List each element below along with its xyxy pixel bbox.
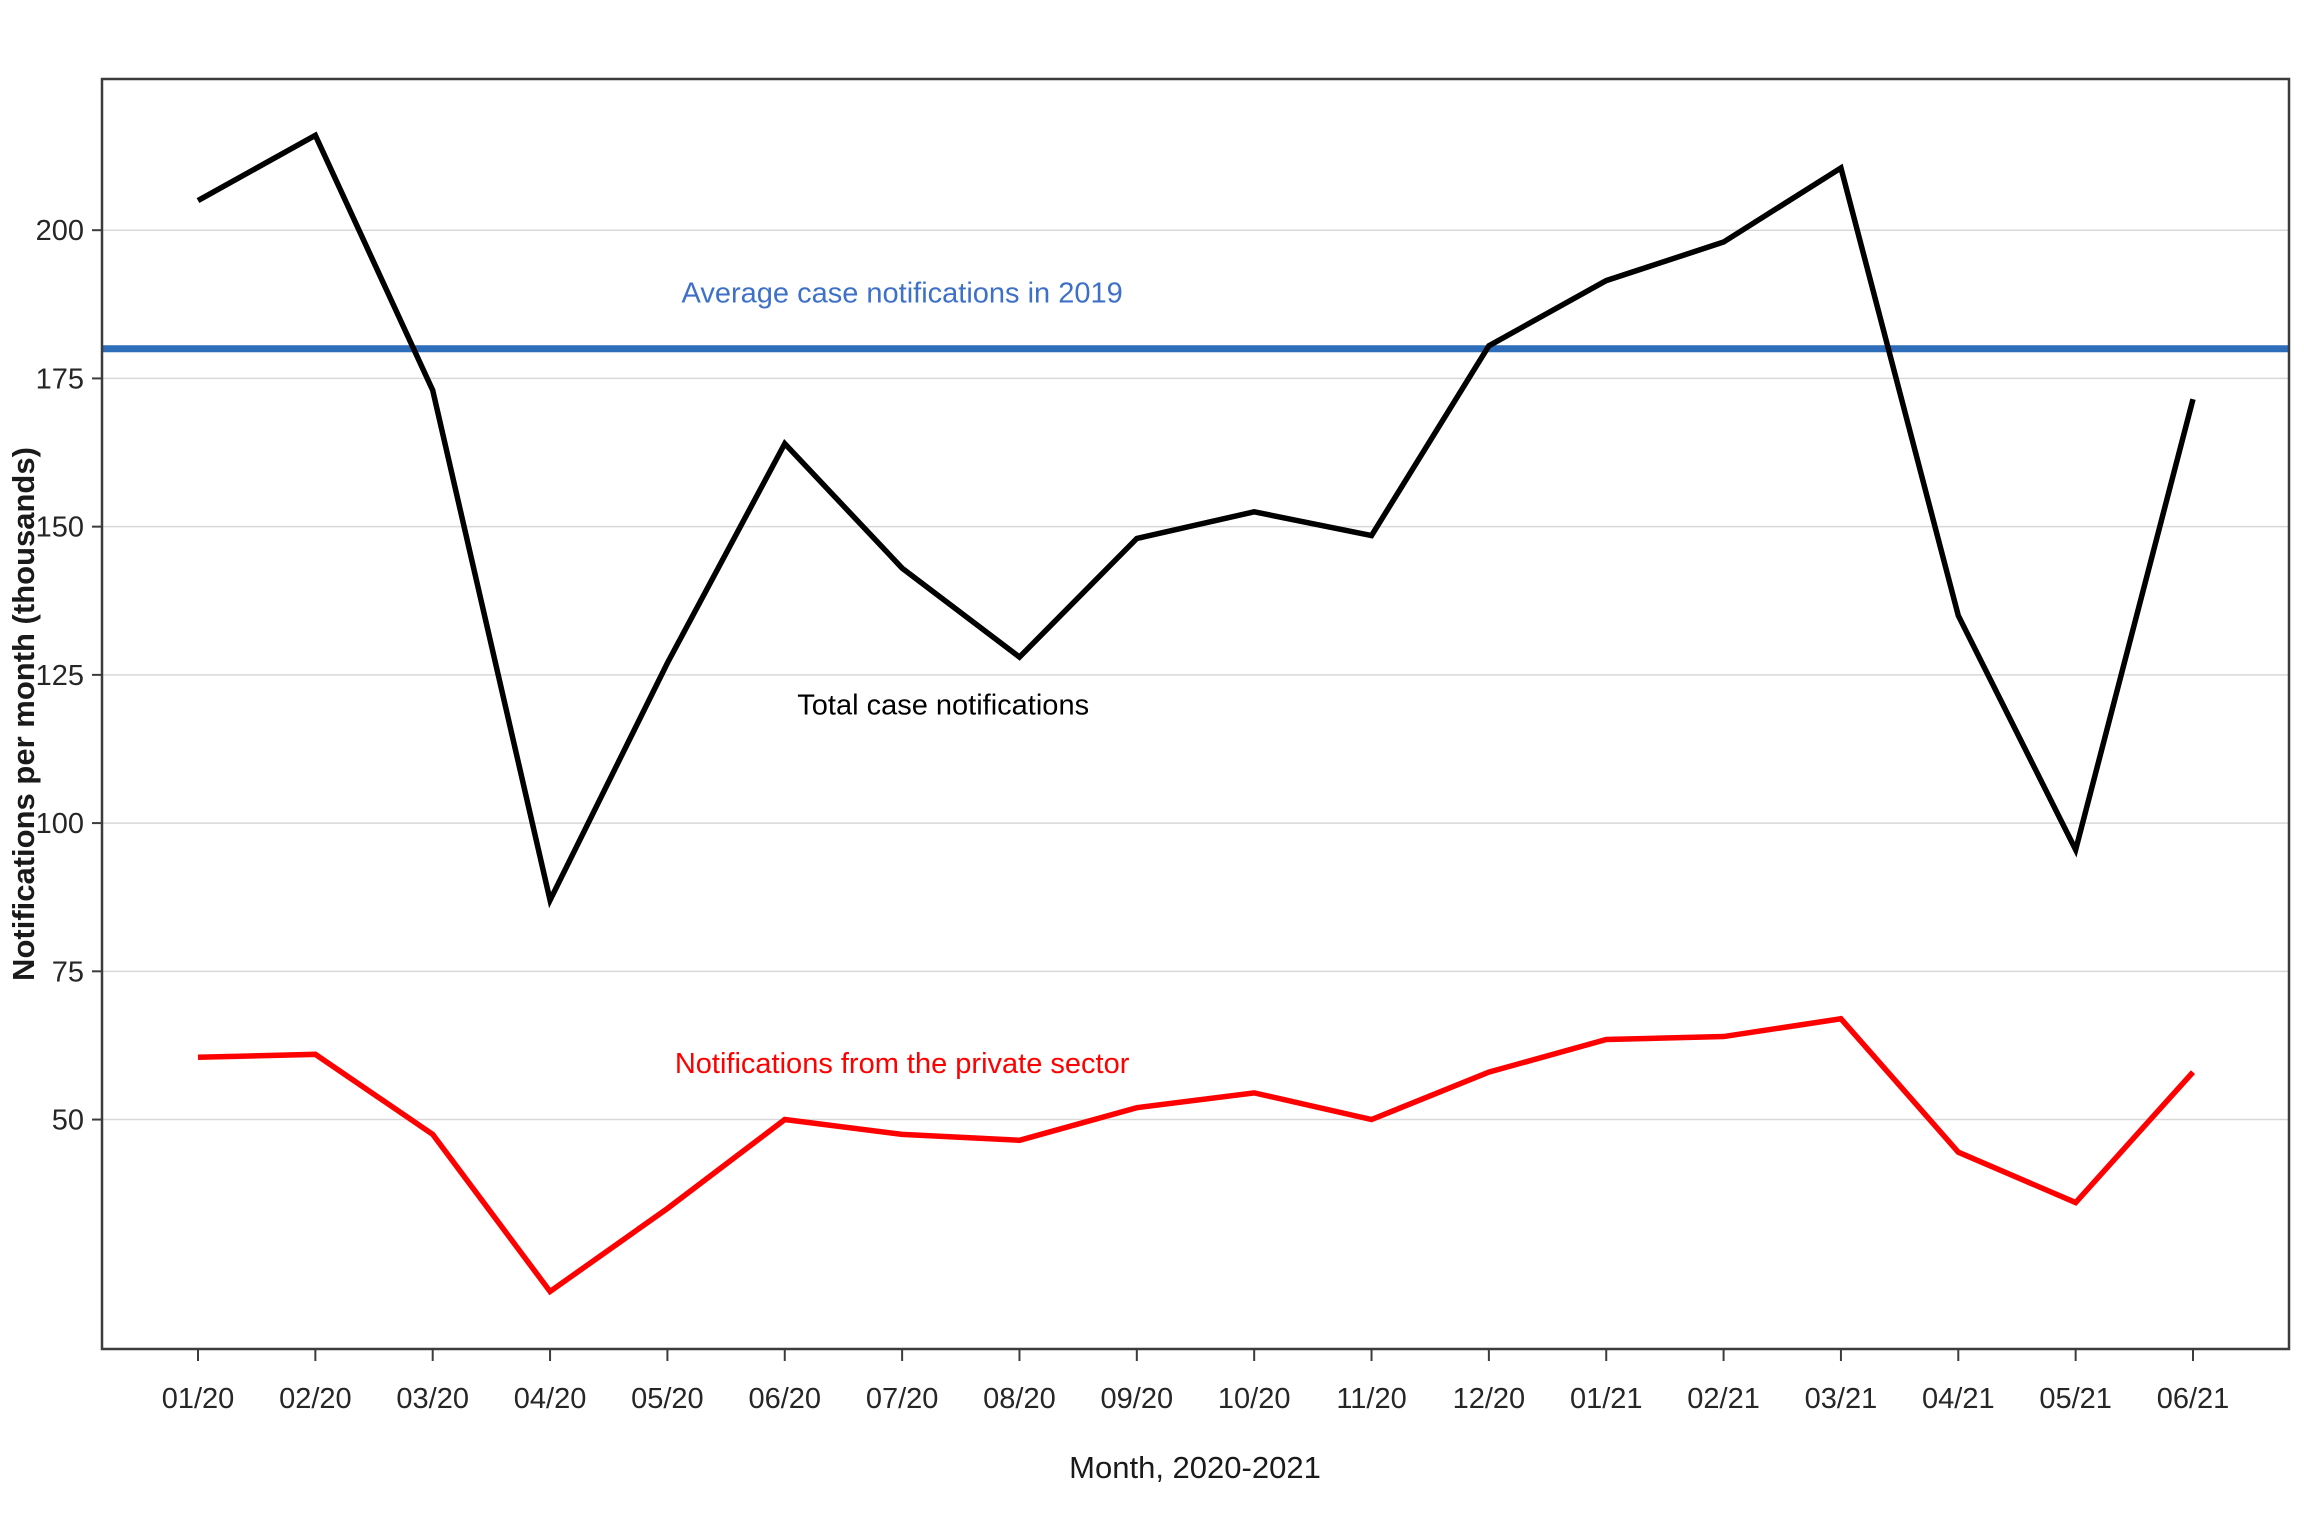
y-axis-title: Notifications per month (thousands) <box>6 447 41 981</box>
annotation-label-0: Average case notifications in 2019 <box>682 277 1123 309</box>
y-tick-label: 200 <box>36 215 84 247</box>
x-tick-label: 05/21 <box>2039 1383 2112 1415</box>
y-tick-label: 125 <box>36 660 84 692</box>
x-tick-label: 09/20 <box>1101 1383 1174 1415</box>
x-tick-label: 04/21 <box>1922 1383 1995 1415</box>
axis-ticks <box>92 229 2194 1361</box>
x-tick-label: 12/20 <box>1453 1383 1526 1415</box>
x-tick-label: 10/20 <box>1218 1383 1291 1415</box>
x-tick-label: 02/20 <box>279 1383 352 1415</box>
x-tick-label: 03/21 <box>1805 1383 1878 1415</box>
annotation-label-1: Total case notifications <box>797 690 1089 722</box>
x-tick-label: 07/20 <box>866 1383 939 1415</box>
y-tick-label: 75 <box>52 956 84 988</box>
y-tick-label: 175 <box>36 363 84 395</box>
x-tick-label: 11/20 <box>1336 1383 1406 1415</box>
x-tick-label: 02/21 <box>1687 1383 1760 1415</box>
annotations: Average case notifications in 2019 Total … <box>675 277 1130 1080</box>
y-tick-label: 50 <box>52 1105 84 1137</box>
series-lines <box>196 131 2196 1296</box>
gridlines <box>102 229 2289 1121</box>
panel-border <box>100 77 2291 1351</box>
x-axis-title: Month, 2020-2021 <box>1069 1450 1321 1485</box>
y-tick-label: 150 <box>36 512 84 544</box>
x-tick-label: 06/20 <box>748 1383 821 1415</box>
y-tick-label: 100 <box>36 808 84 840</box>
x-tick-label: 01/20 <box>162 1383 235 1415</box>
x-tick-label: 04/20 <box>514 1383 587 1415</box>
x-tick-label: 05/20 <box>631 1383 704 1415</box>
axis-tick-labels: 50 75 100 125 150 175 200 01/20 02/20 03/20 04/20 0… <box>36 215 2230 1415</box>
x-tick-label: 03/20 <box>396 1383 469 1415</box>
series-line-total <box>196 131 2196 909</box>
annotation-label-2: Notifications from the private sector <box>675 1048 1130 1080</box>
x-tick-label: 08/20 <box>983 1383 1056 1415</box>
x-tick-label: 06/21 <box>2157 1383 2230 1415</box>
series-line-private-sector <box>197 1015 2196 1296</box>
x-tick-label: 01/21 <box>1570 1383 1643 1415</box>
